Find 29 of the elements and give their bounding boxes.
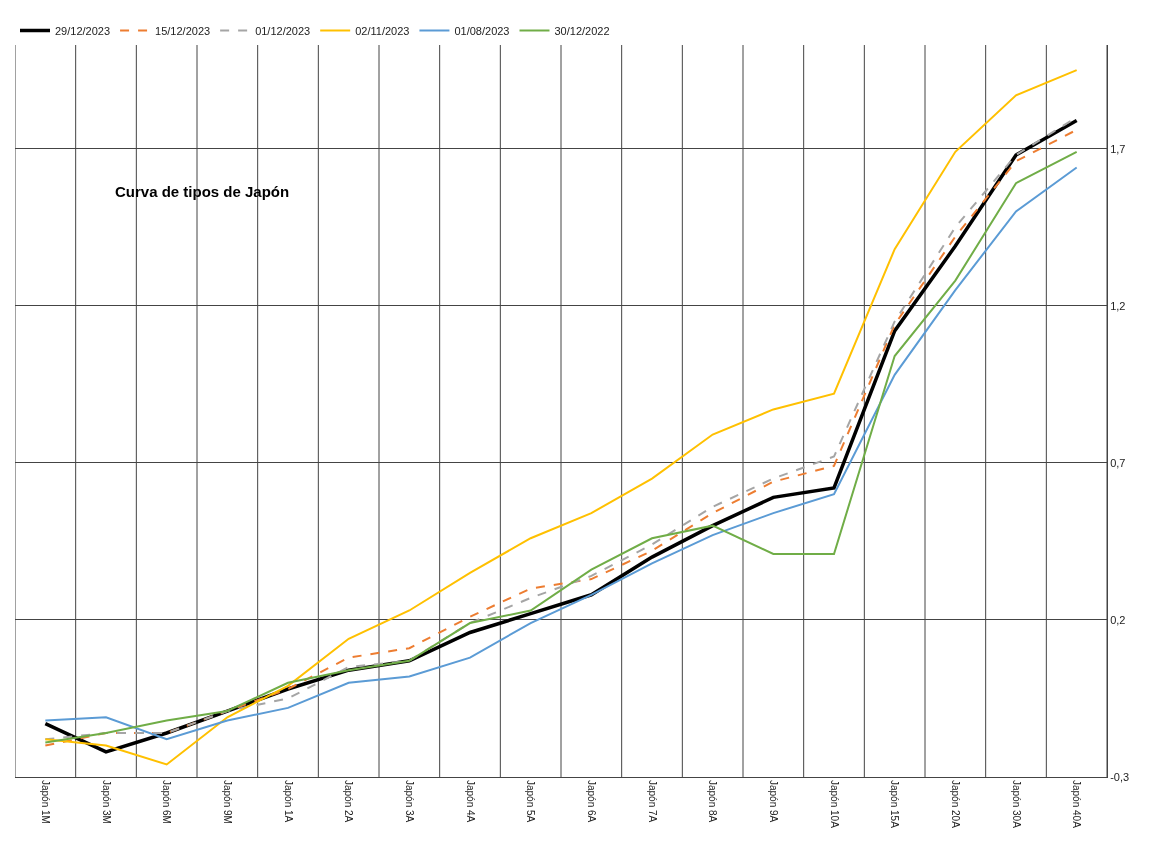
legend-label: 02/11/2023 [355,24,410,37]
x-tick-label: Japón 3M [100,780,112,824]
x-tick-label: Japón 9M [222,780,234,824]
x-tick-label: Japón 7A [646,780,658,823]
legend-label: 29/12/2023 [55,24,111,37]
x-tick-label: Japón 4A [464,780,476,823]
legend-label: 01/08/2023 [454,24,510,37]
x-tick-label: Japón 40A [1071,780,1083,829]
x-tick-label: Japón 10A [828,780,840,829]
y-tick-label: 1,2 [1110,299,1126,312]
x-tick-label: Japón 6A [586,780,598,823]
x-tick-label: Japón 1A [282,780,294,823]
x-tick-label: Japón 15A [889,780,901,829]
y-tick-label: 1,7 [1110,142,1126,155]
x-tick-label: Japón 20A [950,780,962,829]
x-tick-label: Japón 2A [343,780,355,823]
y-tick-label: 0,2 [1110,613,1126,626]
x-tick-label: Japón 1M [40,780,52,824]
x-tick-label: Japón 5A [525,780,537,823]
x-tick-label: Japón 6M [161,780,173,824]
x-tick-label: Japón 9A [768,780,780,823]
y-tick-label: -0,3 [1110,770,1130,783]
legend-label: 15/12/2023 [155,24,211,37]
x-tick-label: Japón 30A [1010,780,1022,829]
y-tick-label: 0,7 [1110,456,1126,469]
legend-label: 30/12/2022 [554,24,610,37]
x-tick-label: Japón 8A [707,780,719,823]
legend-label: 01/12/2023 [255,24,311,37]
x-tick-label: Japón 3A [404,780,416,823]
